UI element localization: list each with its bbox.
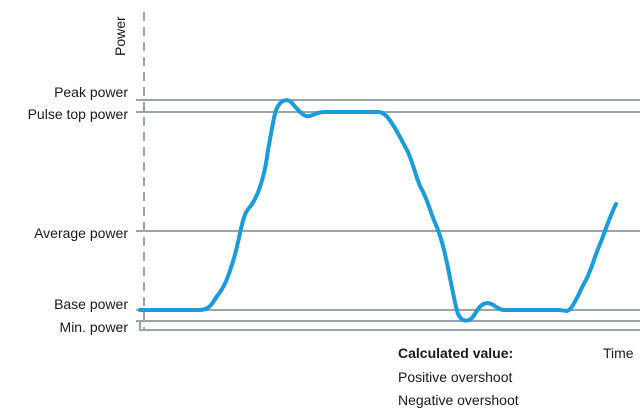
base-power-label: Base power	[54, 296, 128, 312]
x-axis-label: Time	[603, 345, 634, 361]
legend-item-positive-overshoot: Positive overshoot	[398, 369, 513, 385]
min-power-label: Min. power	[60, 319, 129, 335]
legend-heading: Calculated value:	[398, 345, 513, 361]
legend-item-negative-overshoot: Negative overshoot	[398, 392, 519, 408]
x-axis	[139, 322, 640, 331]
y-axis-label: Power	[112, 16, 128, 56]
peak-power-label: Peak power	[54, 84, 128, 100]
pulse-top-power-label: Pulse top power	[28, 106, 129, 122]
average-power-label: Average power	[34, 225, 128, 241]
pulse-waveform	[138, 98, 618, 323]
